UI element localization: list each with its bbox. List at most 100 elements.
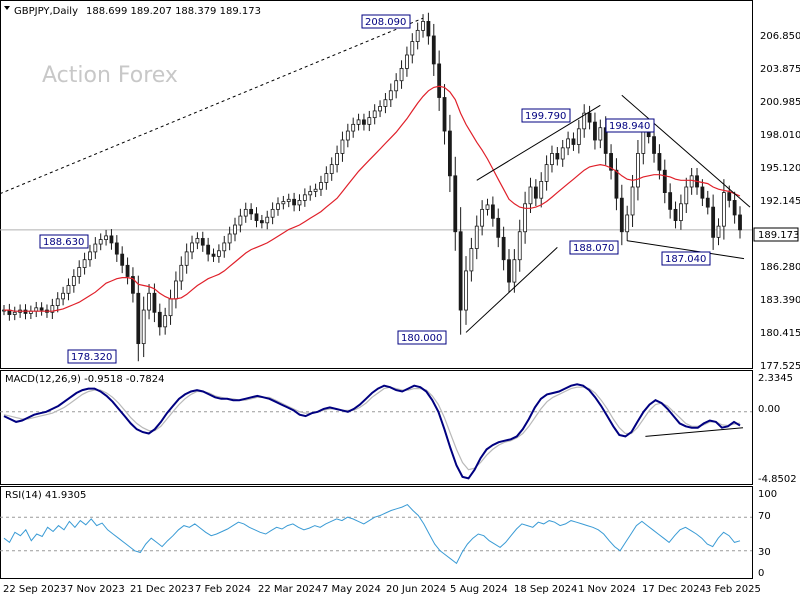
channel-upper-line (476, 104, 601, 181)
rsi-tick-label: 0 (758, 568, 764, 579)
candle-body (587, 112, 592, 123)
candle-body (265, 216, 270, 224)
annotation-box: 198.940 (605, 118, 655, 133)
candle-body (550, 153, 554, 166)
candle-body (431, 35, 436, 65)
current-price-box (753, 227, 799, 242)
candle-body (254, 213, 259, 221)
candle-body (442, 97, 447, 132)
macd-axis: 2.3345 0.00 -4.8502 (758, 373, 797, 485)
candle-body (544, 164, 549, 182)
chart-header: GBPJPY,Daily 188.699 189.207 188.379 189… (4, 6, 261, 17)
date-tick-label: 20 Jun 2024 (386, 584, 446, 595)
descending-trendline (621, 94, 751, 208)
candle-body (501, 236, 506, 261)
annotation-label: 178.320 (71, 352, 112, 363)
candle-body (474, 225, 479, 249)
candle-body (77, 267, 82, 277)
candle-body (216, 250, 221, 257)
date-tick-label: 22 Sep 2023 (3, 584, 66, 595)
candle-body (200, 238, 205, 246)
candle-body (174, 280, 178, 300)
date-tick-label: 5 Aug 2024 (450, 584, 508, 595)
candle-body (705, 197, 710, 208)
candle-body (362, 119, 366, 125)
candle-body (233, 224, 237, 235)
candle-body (378, 106, 382, 112)
support-trendline (627, 240, 745, 260)
candle-body (576, 128, 581, 145)
rsi-title: RSI(14) 41.9305 (5, 490, 86, 501)
candle-body (356, 119, 361, 125)
price-tick-label: 192.145 (760, 196, 800, 207)
candle-body (125, 264, 130, 277)
candle-body (184, 251, 189, 266)
date-tick-label: 3 Feb 2025 (705, 584, 761, 595)
date-tick-label: 1 Nov 2024 (578, 584, 636, 595)
date-tick-label: 21 Dec 2023 (130, 584, 194, 595)
candle-body (528, 186, 533, 205)
candle-body (324, 173, 329, 183)
date-tick-label: 7 Nov 2023 (67, 584, 125, 595)
collapse-triangle-icon (4, 6, 10, 10)
candle-body (679, 203, 683, 221)
price-tick-label: 186.280 (760, 262, 800, 273)
candle-body (609, 153, 613, 171)
candle-body (211, 253, 216, 257)
candle-body (582, 112, 587, 130)
annotation-box: 208.090 (361, 14, 411, 29)
symbol-label: GBPJPY,Daily (14, 6, 78, 17)
annotation-label: 188.070 (573, 243, 614, 254)
candle-body (700, 186, 705, 199)
price-axis: 206.850 203.875 200.985 198.010 195.120 … (753, 31, 800, 372)
candle-body (539, 181, 544, 199)
candle-body (480, 208, 485, 227)
watermark: Action Forex (42, 63, 178, 88)
candle-body (109, 235, 114, 244)
candle-body (732, 200, 737, 216)
candle-body (345, 130, 350, 141)
date-tick-label: 22 Mar 2024 (258, 584, 321, 595)
candle-body (308, 191, 313, 196)
rsi-tick-label: 100 (758, 489, 777, 500)
candle-body (243, 208, 248, 217)
rsi-panel (0, 486, 753, 579)
candle-body (533, 186, 538, 199)
annotation-box: 178.320 (67, 349, 117, 364)
annotation-box: 199.790 (521, 108, 571, 123)
candle-body (82, 259, 87, 268)
candle-body (152, 292, 157, 313)
annotation-box: 188.630 (39, 234, 89, 249)
candle-body (598, 127, 603, 141)
time-axis: 22 Sep 2023 7 Nov 2023 21 Dec 2023 7 Feb… (3, 584, 761, 595)
price-tick-label: 195.120 (760, 163, 800, 174)
candle-body (405, 54, 409, 69)
candle-body (147, 292, 151, 311)
candle-body (458, 231, 463, 311)
candle-body (281, 201, 286, 205)
candle-body (641, 129, 646, 154)
candle-body (684, 186, 689, 205)
candle-body (297, 200, 302, 206)
candle-body (496, 217, 501, 238)
candle-body (453, 175, 458, 233)
candle-body (55, 298, 60, 306)
candle-body (517, 231, 522, 261)
annotation-box: 187.040 (661, 251, 711, 266)
rsi-line (3, 503, 741, 565)
candle-body (313, 188, 318, 192)
candle-body (721, 192, 726, 227)
candle-body (652, 136, 656, 154)
candle-body (614, 169, 619, 199)
candle-body (469, 248, 474, 272)
macd-trendline (645, 427, 744, 437)
candle-body (12, 311, 17, 315)
annotation-label: 208.090 (365, 17, 406, 28)
candle-body (490, 204, 495, 219)
macd-tick-label: 2.3345 (758, 373, 793, 384)
annotation-box: 180.000 (397, 330, 447, 345)
annotation-label: 198.940 (609, 121, 650, 132)
candle-body (259, 220, 264, 224)
price-tick-label: 198.010 (760, 130, 800, 141)
